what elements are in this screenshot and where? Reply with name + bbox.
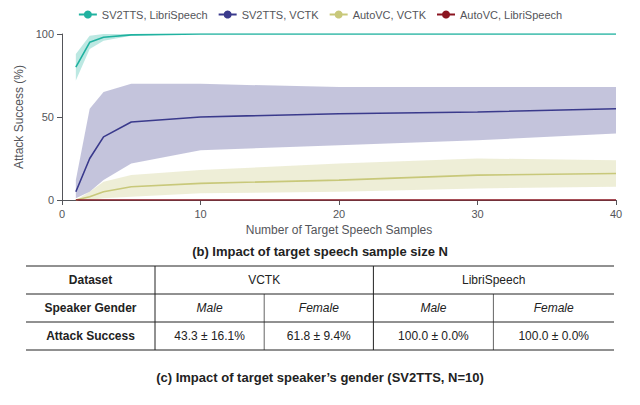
svg-text:Attack Success (%): Attack Success (%) (12, 65, 26, 169)
svg-text:VCTK: VCTK (248, 273, 280, 287)
svg-text:30: 30 (471, 208, 483, 220)
svg-text:100: 100 (36, 28, 54, 40)
svg-text:40: 40 (610, 208, 622, 220)
svg-text:Male: Male (420, 301, 446, 315)
svg-text:0: 0 (59, 208, 65, 220)
svg-text:SV2TTS, LibriSpeech: SV2TTS, LibriSpeech (102, 9, 208, 21)
svg-text:Number of Target Speech Sample: Number of Target Speech Samples (246, 223, 433, 237)
svg-text:61.8 ± 9.4%: 61.8 ± 9.4% (287, 329, 351, 343)
svg-text:100.0 ± 0.0%: 100.0 ± 0.0% (518, 329, 589, 343)
svg-text:Attack Success: Attack Success (46, 329, 135, 343)
svg-text:AutoVC, LibriSpeech: AutoVC, LibriSpeech (460, 9, 562, 21)
svg-text:Male: Male (197, 301, 223, 315)
svg-text:50: 50 (42, 111, 54, 123)
svg-text:100.0 ± 0.0%: 100.0 ± 0.0% (398, 329, 469, 343)
svg-text:Speaker Gender: Speaker Gender (44, 301, 136, 315)
svg-text:10: 10 (194, 208, 206, 220)
svg-text:43.3 ± 16.1%: 43.3 ± 16.1% (174, 329, 245, 343)
svg-text:Female: Female (534, 301, 574, 315)
svg-text:(b) Impact of target speech sa: (b) Impact of target speech sample size … (192, 244, 448, 259)
svg-text:20: 20 (333, 208, 345, 220)
svg-text:0: 0 (48, 194, 54, 206)
svg-text:Female: Female (299, 301, 339, 315)
svg-text:AutoVC, VCTK: AutoVC, VCTK (353, 9, 427, 21)
svg-text:SV2TTS, VCTK: SV2TTS, VCTK (242, 9, 320, 21)
svg-text:Dataset: Dataset (69, 273, 112, 287)
svg-text:LibriSpeech: LibriSpeech (462, 273, 525, 287)
svg-text:(c) Impact of target speaker’s: (c) Impact of target speaker’s gender (S… (156, 370, 484, 385)
